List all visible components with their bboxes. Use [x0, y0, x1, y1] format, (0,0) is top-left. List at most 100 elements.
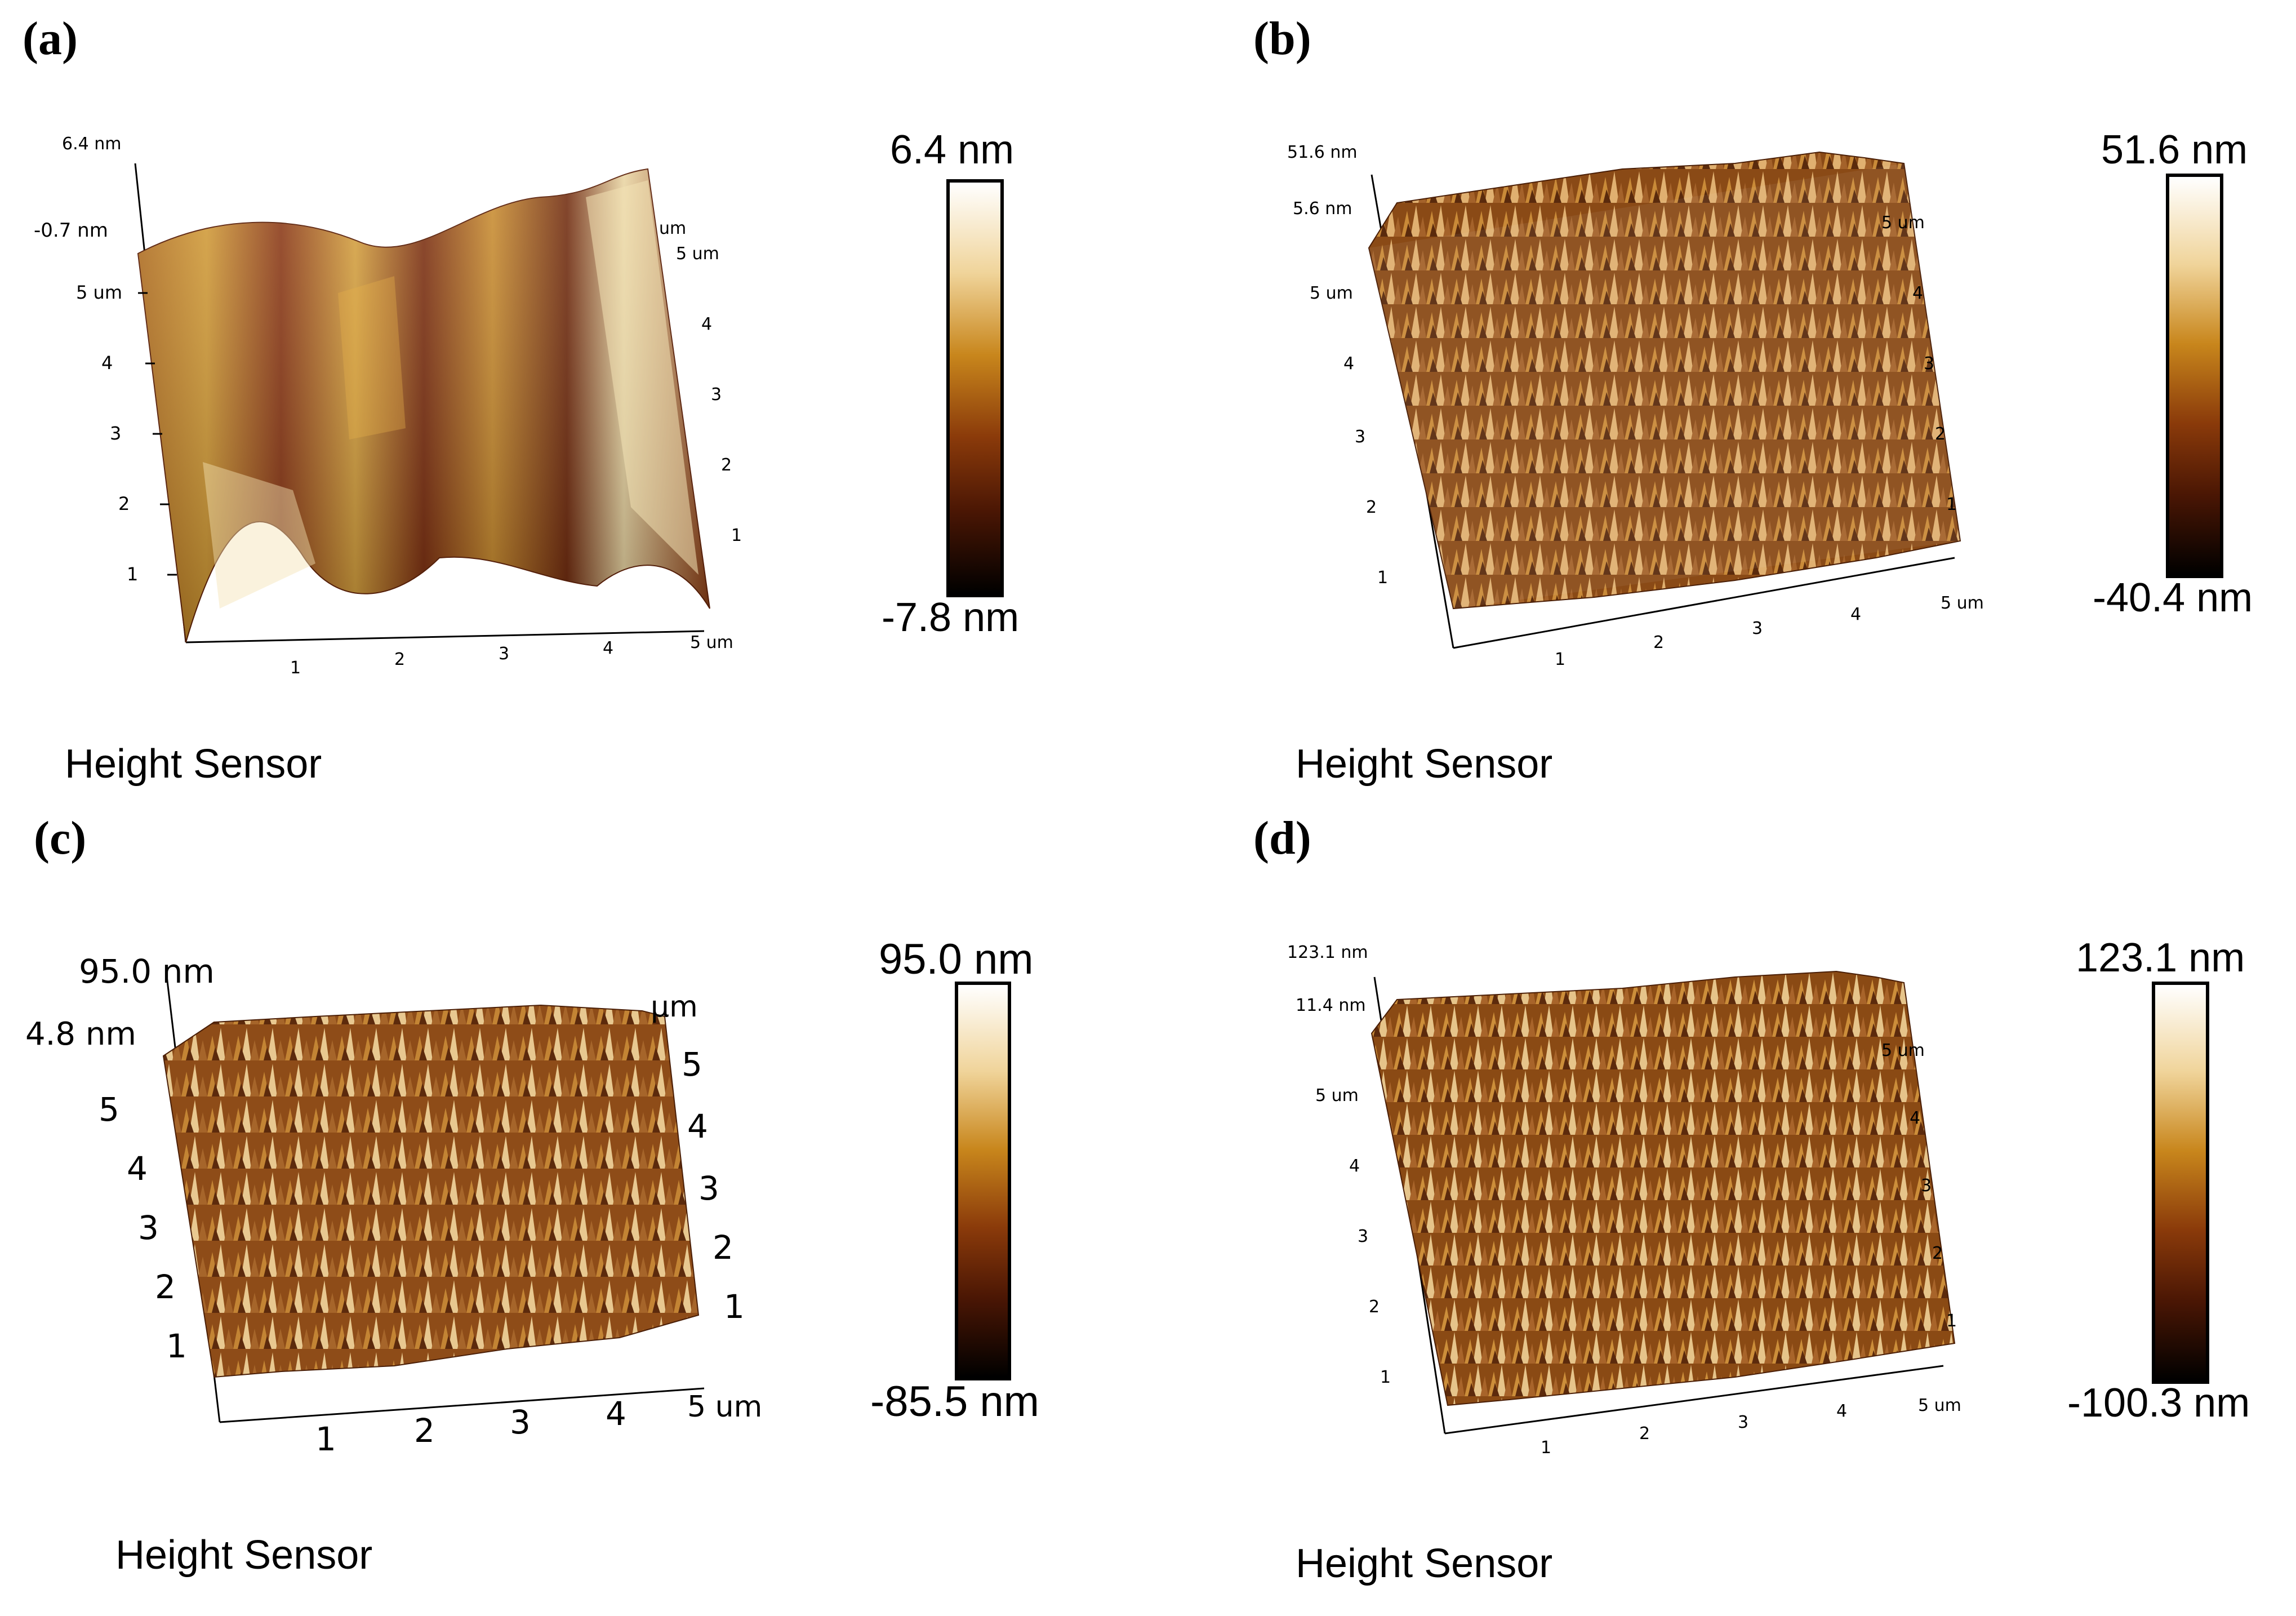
right-tick-label: 5 [682, 1045, 702, 1084]
y-tick-label: 5 [99, 1090, 119, 1129]
surface-highlight [338, 276, 406, 439]
right-tick-label: 1 [731, 526, 742, 545]
x-tick-label: 4 [603, 638, 613, 658]
x-tick-label: 4 [1850, 605, 1861, 624]
x-tick-label: 3 [510, 1403, 531, 1441]
colorbar [2166, 174, 2223, 578]
y-tick-label: 1 [127, 563, 138, 585]
x-tick-label: 2 [1653, 633, 1664, 652]
height-sensor-label: Height Sensor [65, 742, 322, 787]
x-tick-label: 5 um [1918, 1396, 1961, 1415]
right-tick-label: 3 [1921, 1176, 1932, 1196]
colorbar-min-label: -40.4 nm [2093, 575, 2253, 620]
y-tick-label: 4 [1349, 1156, 1360, 1176]
right-tick-label: 3 [711, 385, 722, 405]
x-tick-label: 3 [499, 644, 509, 664]
y-tick-label: 2 [1369, 1297, 1380, 1317]
colorbar [955, 982, 1011, 1380]
colorbar-min-label: -100.3 nm [2067, 1380, 2250, 1426]
y-tick-label: 1 [1377, 568, 1388, 588]
colorbar-max-label: 51.6 nm [2101, 127, 2248, 172]
right-tick-label: 4 [701, 314, 712, 334]
colorbar-min-label: -7.8 nm [882, 595, 1020, 640]
x-tick-label: 5 um [1941, 593, 1984, 613]
right-tick-label: 1 [724, 1288, 745, 1326]
panel-c: (c) 95.0 nm 4.8 nm 5 4 3 2 1 µm 5 4 3 2 … [0, 808, 1148, 1616]
right-tick-label: 2 [1932, 1244, 1943, 1263]
afm-3d-plot: 51.6 nm 5.6 nm 5 um 4 3 2 1 5 um 4 3 2 1… [1287, 143, 1984, 669]
y-tick-label: 5 um [1310, 283, 1353, 303]
z-mid-label: 5.6 nm [1293, 199, 1352, 219]
panel-a: (a) 6.4 nm [0, 0, 1148, 808]
surface-shade [1369, 163, 1960, 609]
right-tick-label: 3 [698, 1169, 719, 1207]
surface-shade [138, 169, 710, 642]
y-tick-label: 4 [101, 352, 113, 374]
right-tick-label: 5 um [1881, 1041, 1925, 1060]
x-tick-label: 4 [1836, 1401, 1847, 1421]
right-tick-label: 2 [721, 455, 732, 475]
z-top-label: 6.4 nm [62, 134, 121, 154]
afm-3d-plot: 123.1 nm 11.4 nm 5 um 4 3 2 1 5 um 4 3 2… [1287, 943, 1961, 1458]
y-tick-label: 1 [1380, 1368, 1391, 1387]
y-tick-label: 4 [1343, 354, 1354, 374]
panel-letter: (a) [23, 12, 78, 65]
panel-d: (d) 123.1 nm 11.4 nm 5 um 4 3 2 1 5 um 4… [1228, 808, 2296, 1616]
panel-b: (b) 51.6 nm 5.6 nm 5 um 4 3 2 1 5 um 4 3… [1228, 0, 2296, 808]
surface-highlight [586, 180, 698, 575]
afm-3d-plot: 95.0 nm 4.8 nm 5 4 3 2 1 µm 5 4 3 2 1 1 … [25, 952, 762, 1458]
x-tick-label: 2 [1639, 1424, 1650, 1444]
x-tick-label: 3 [1752, 619, 1763, 638]
x-tick-label: 5 um [690, 633, 733, 652]
y-tick-label: 5 um [1315, 1086, 1359, 1106]
x-axis-line [1444, 1365, 1944, 1435]
right-unit-label: µm [651, 990, 698, 1024]
x-tick-label: 2 [414, 1411, 435, 1450]
x-tick-label: 1 [290, 658, 301, 678]
right-tick-label: 2 [713, 1228, 733, 1267]
x-axis-line [1453, 557, 1955, 649]
right-tick-label: 1 [1946, 1311, 1957, 1331]
right-tick-label: 3 [1924, 354, 1934, 374]
right-tick-label: 4 [687, 1107, 708, 1146]
y-tick-label: 1 [166, 1327, 187, 1365]
x-tick-label: 5 um [687, 1390, 762, 1424]
right-tick-label: 5 um [676, 244, 719, 264]
x-tick-label: 2 [394, 650, 405, 669]
x-tick-label: 1 [1555, 650, 1565, 669]
x-axis-line [219, 1387, 705, 1423]
y-tick-label: 2 [155, 1268, 176, 1306]
y-tick-label: 3 [1358, 1227, 1368, 1246]
surface-rough [1371, 970, 1956, 1406]
y-tick-label: 4 [127, 1149, 148, 1188]
surface-rough [162, 1004, 700, 1378]
y-tick-label: 3 [1355, 427, 1365, 447]
colorbar [946, 179, 1004, 597]
z-top-label: 51.6 nm [1287, 143, 1358, 162]
panel-letter: (c) [34, 812, 87, 864]
z-top-label: 123.1 nm [1287, 943, 1368, 962]
right-tick-label: 1 [1946, 495, 1957, 514]
surface-highlight [203, 462, 315, 609]
z-top-label: 95.0 nm [79, 952, 215, 991]
right-tick-label: 2 [1935, 424, 1946, 444]
panel-letter: (d) [1253, 812, 1311, 864]
y-tick-label: 2 [118, 493, 130, 514]
surface-rough [1368, 151, 1961, 610]
colorbar [2152, 982, 2209, 1384]
y-tick-label: 2 [1366, 498, 1377, 517]
y-tick-label: 5 um [76, 282, 122, 303]
colorbar-min-label: -85.5 nm [870, 1378, 1039, 1426]
height-sensor-label: Height Sensor [1296, 1541, 1553, 1586]
right-tick-label: 4 [1910, 1108, 1920, 1128]
right-tick-label: 4 [1912, 283, 1923, 303]
height-sensor-label: Height Sensor [115, 1533, 373, 1578]
z-mid-label: 11.4 nm [1296, 996, 1366, 1015]
x-tick-label: 4 [606, 1395, 626, 1433]
x-tick-label: 1 [315, 1420, 336, 1458]
right-tick-label: 5 um [1881, 213, 1925, 233]
afm-3d-plot: 6.4 nm -0.7 nm 5 um 4 3 2 1 um 5 um 4 3 … [34, 134, 742, 678]
colorbar-max-label: 6.4 nm [890, 127, 1014, 172]
x-tick-label: 3 [1738, 1413, 1748, 1432]
y-tick-label: 3 [138, 1209, 159, 1247]
